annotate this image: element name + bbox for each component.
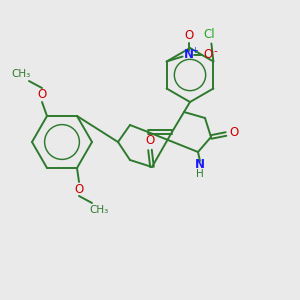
- Text: N: N: [195, 158, 205, 170]
- Text: O: O: [203, 48, 212, 61]
- Text: H: H: [196, 169, 204, 179]
- Text: N: N: [184, 48, 194, 61]
- Text: O: O: [74, 184, 84, 196]
- Text: O: O: [38, 88, 46, 100]
- Text: +: +: [191, 46, 198, 55]
- Text: -: -: [214, 46, 218, 56]
- Text: Cl: Cl: [204, 28, 215, 41]
- Text: O: O: [184, 29, 193, 42]
- Text: CH₃: CH₃: [11, 69, 31, 79]
- Text: CH₃: CH₃: [89, 205, 109, 215]
- Text: O: O: [230, 127, 238, 140]
- Text: O: O: [146, 134, 154, 148]
